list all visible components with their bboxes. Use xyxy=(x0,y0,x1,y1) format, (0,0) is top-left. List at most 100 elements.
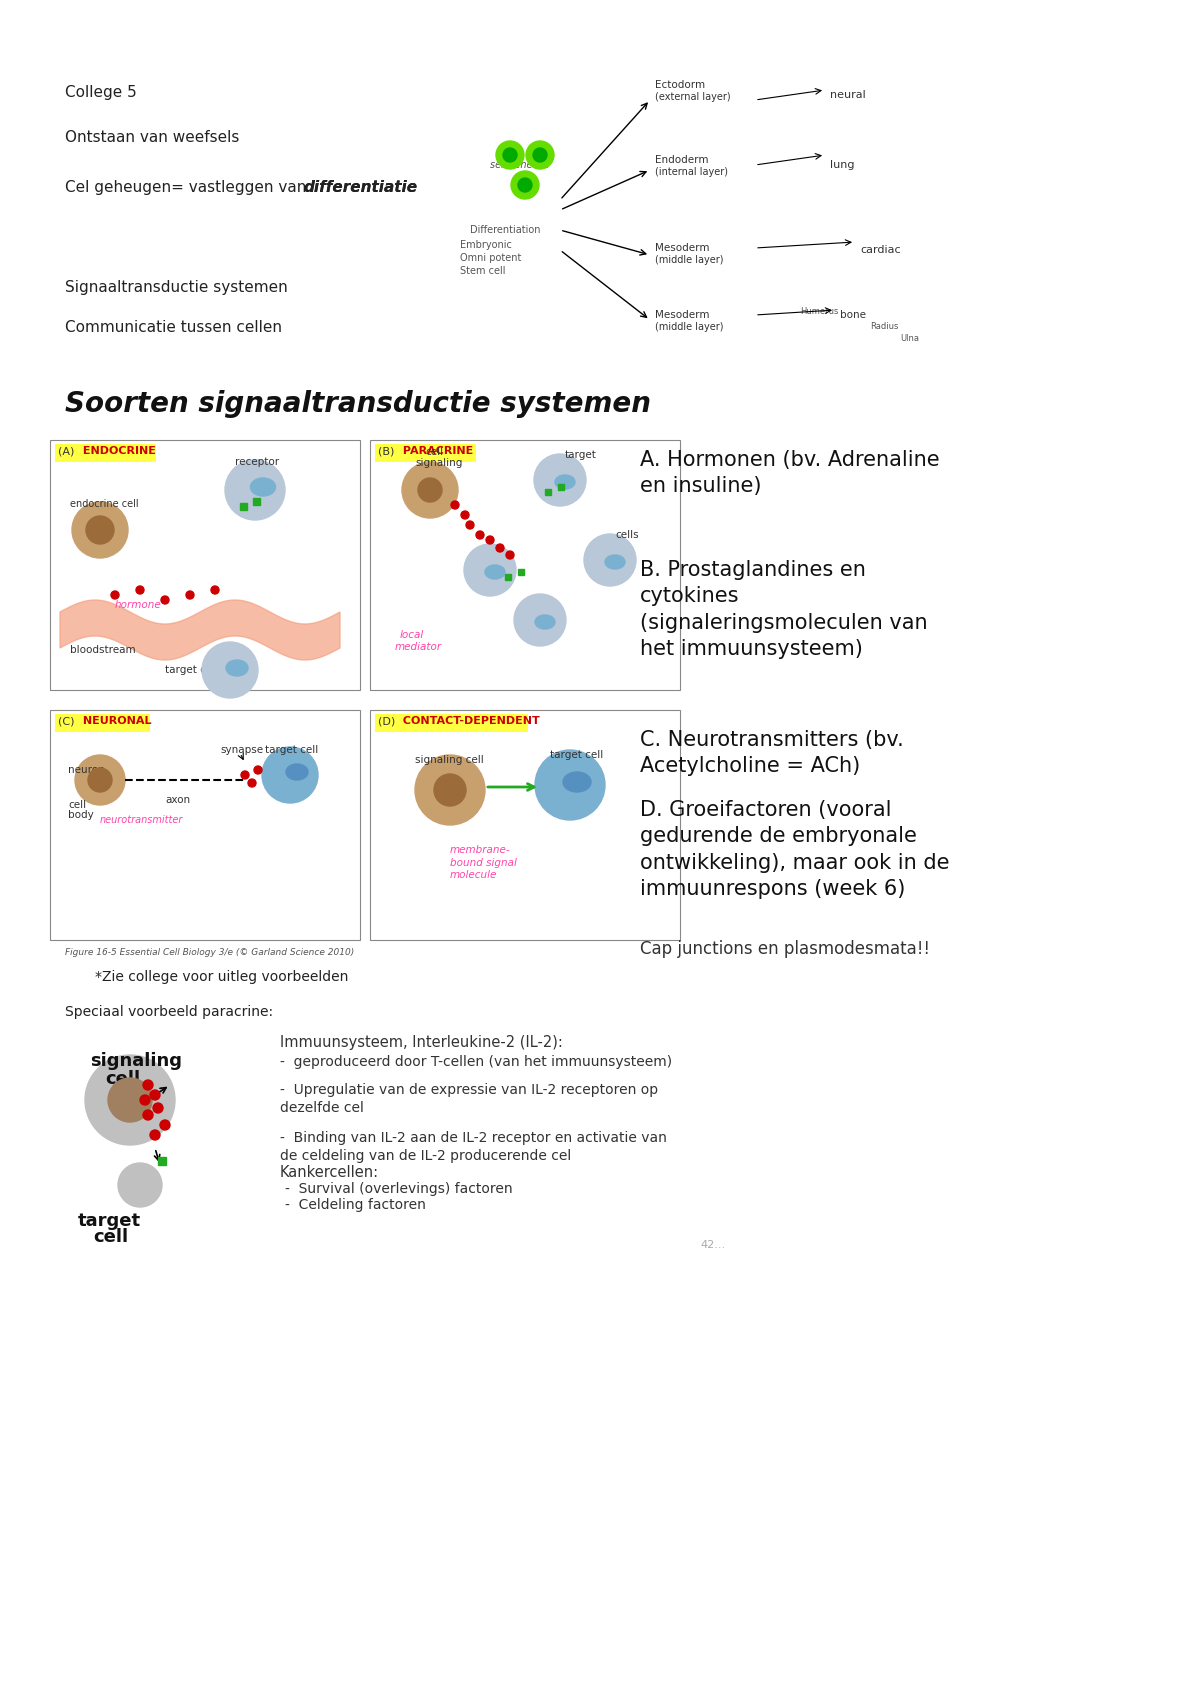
Bar xyxy=(545,489,551,496)
Text: cell: cell xyxy=(68,800,86,810)
Circle shape xyxy=(496,543,504,552)
Circle shape xyxy=(150,1129,160,1139)
Text: cells: cells xyxy=(616,530,638,540)
Bar xyxy=(240,503,247,509)
Circle shape xyxy=(526,141,554,170)
Text: (middle layer): (middle layer) xyxy=(655,323,724,333)
Circle shape xyxy=(451,501,458,509)
Text: Humerus: Humerus xyxy=(800,307,839,316)
Circle shape xyxy=(186,591,194,599)
Polygon shape xyxy=(60,599,340,661)
Circle shape xyxy=(584,533,636,586)
Circle shape xyxy=(402,462,458,518)
Text: Speciaal voorbeeld paracrine:: Speciaal voorbeeld paracrine: xyxy=(65,1005,274,1019)
Circle shape xyxy=(248,779,256,786)
Text: cell: cell xyxy=(425,447,443,457)
Text: -  Survival (overlevings) factoren: - Survival (overlevings) factoren xyxy=(286,1182,512,1195)
Circle shape xyxy=(476,531,484,538)
Bar xyxy=(505,574,511,581)
Circle shape xyxy=(464,543,516,596)
Text: target: target xyxy=(565,450,596,460)
Text: PARACRINE: PARACRINE xyxy=(398,447,473,457)
Text: lung: lung xyxy=(830,160,854,170)
Text: synapse: synapse xyxy=(220,745,263,756)
Text: (external layer): (external layer) xyxy=(655,92,731,102)
Text: cardiac: cardiac xyxy=(860,245,901,255)
Circle shape xyxy=(160,1121,170,1129)
Text: endocrine cell: endocrine cell xyxy=(70,499,139,509)
Circle shape xyxy=(534,453,586,506)
Text: C. Neurotransmitters (bv.
Acetylcholine = ACh): C. Neurotransmitters (bv. Acetylcholine … xyxy=(640,730,904,776)
Circle shape xyxy=(226,460,286,520)
Ellipse shape xyxy=(485,565,505,579)
FancyBboxPatch shape xyxy=(50,710,360,941)
FancyBboxPatch shape xyxy=(55,713,150,732)
Text: -  Upregulatie van de expressie van IL-2 receptoren op
dezelfde cel: - Upregulatie van de expressie van IL-2 … xyxy=(280,1083,658,1116)
Text: (internal layer): (internal layer) xyxy=(655,166,728,177)
Text: Figure 16-5 Essential Cell Biology 3/e (© Garland Science 2010): Figure 16-5 Essential Cell Biology 3/e (… xyxy=(65,947,354,958)
Text: NEURONAL: NEURONAL xyxy=(79,717,151,727)
FancyBboxPatch shape xyxy=(50,440,360,689)
Text: receptor: receptor xyxy=(235,457,280,467)
Ellipse shape xyxy=(286,764,308,779)
Circle shape xyxy=(254,766,262,774)
Text: Cap junctions en plasmodesmata!!: Cap junctions en plasmodesmata!! xyxy=(640,941,930,958)
Circle shape xyxy=(533,148,547,161)
Text: College 5: College 5 xyxy=(65,85,137,100)
Circle shape xyxy=(85,1054,175,1144)
Text: bone: bone xyxy=(840,311,866,319)
Circle shape xyxy=(108,1078,152,1122)
Text: Signaaltransductie systemen: Signaaltransductie systemen xyxy=(65,280,288,295)
Circle shape xyxy=(86,516,114,543)
Text: (middle layer): (middle layer) xyxy=(655,255,724,265)
Text: membrane-: membrane- xyxy=(450,846,511,856)
Text: Kankercellen:: Kankercellen: xyxy=(280,1165,379,1180)
Ellipse shape xyxy=(563,773,592,791)
FancyBboxPatch shape xyxy=(374,713,528,732)
Circle shape xyxy=(74,756,125,805)
Text: axon: axon xyxy=(166,795,190,805)
Text: D. Groeifactoren (vooral
gedurende de embryonale
ontwikkeling), maar ook in de
i: D. Groeifactoren (vooral gedurende de em… xyxy=(640,800,949,900)
Circle shape xyxy=(466,521,474,530)
Text: CONTACT-DEPENDENT: CONTACT-DEPENDENT xyxy=(398,717,540,727)
Circle shape xyxy=(514,594,566,645)
Circle shape xyxy=(535,751,605,820)
Circle shape xyxy=(461,511,469,520)
Text: *Zie college voor uitleg voorbeelden: *Zie college voor uitleg voorbeelden xyxy=(95,970,348,985)
Text: Differentiation: Differentiation xyxy=(470,226,540,234)
Circle shape xyxy=(241,771,250,779)
Circle shape xyxy=(88,767,112,791)
Circle shape xyxy=(143,1080,154,1090)
Text: signaling: signaling xyxy=(415,458,462,469)
Text: (D): (D) xyxy=(378,717,398,727)
Bar xyxy=(158,1156,166,1165)
Text: (A): (A) xyxy=(58,447,78,457)
Text: (C): (C) xyxy=(58,717,78,727)
Circle shape xyxy=(72,503,128,559)
Text: Ulna: Ulna xyxy=(900,335,919,343)
Text: Endoderm: Endoderm xyxy=(655,155,708,165)
Text: Soorten signaaltransductie systemen: Soorten signaaltransductie systemen xyxy=(65,391,650,418)
Text: A. Hormonen (bv. Adrenaline
en insuline): A. Hormonen (bv. Adrenaline en insuline) xyxy=(640,450,940,496)
Text: Stem cell: Stem cell xyxy=(460,267,505,277)
Text: cell: cell xyxy=(106,1070,140,1088)
Text: target cell: target cell xyxy=(166,666,218,676)
Circle shape xyxy=(118,1163,162,1207)
FancyBboxPatch shape xyxy=(370,440,680,689)
Text: hormone: hormone xyxy=(115,599,162,610)
Text: Ontstaan van weefsels: Ontstaan van weefsels xyxy=(65,131,239,144)
Text: bound signal: bound signal xyxy=(450,857,517,868)
Circle shape xyxy=(518,178,532,192)
Text: self renewal: self renewal xyxy=(490,160,550,170)
Circle shape xyxy=(211,586,220,594)
Ellipse shape xyxy=(251,479,276,496)
Circle shape xyxy=(112,591,119,599)
Text: Omni potent: Omni potent xyxy=(460,253,521,263)
Text: Immuunsysteem, Interleukine-2 (IL-2):: Immuunsysteem, Interleukine-2 (IL-2): xyxy=(280,1036,563,1049)
Text: B. Prostaglandines en
cytokines
(signaleringsmoleculen van
het immuunsysteem): B. Prostaglandines en cytokines (signale… xyxy=(640,560,928,659)
Text: signaling: signaling xyxy=(90,1053,182,1070)
Circle shape xyxy=(143,1110,154,1121)
Text: Mesoderm: Mesoderm xyxy=(655,311,709,319)
Ellipse shape xyxy=(535,615,554,628)
Ellipse shape xyxy=(605,555,625,569)
